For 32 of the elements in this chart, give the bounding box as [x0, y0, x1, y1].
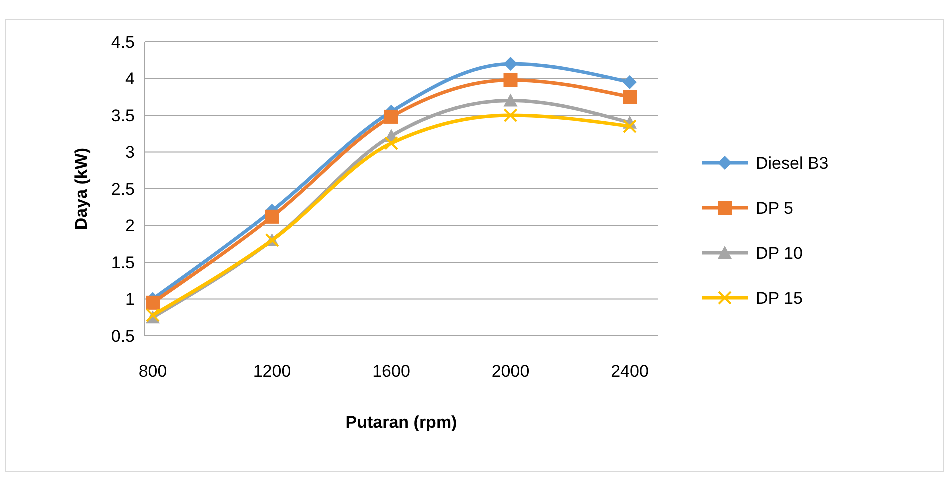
point	[504, 73, 518, 88]
point	[623, 120, 637, 134]
y-tick-label: 4.5	[111, 32, 135, 52]
point	[384, 136, 398, 150]
point	[265, 210, 280, 224]
x-tick-label: 2400	[611, 362, 649, 381]
point	[146, 308, 160, 322]
y-tick-label: 4	[126, 70, 135, 89]
point	[504, 57, 518, 72]
x-tick-label: 2000	[492, 362, 530, 381]
x-tick-label: 1200	[253, 362, 292, 381]
legend-label: DP 5	[756, 198, 794, 218]
y-tick-label: 0.5	[111, 326, 135, 346]
y-tick-label: 3	[126, 143, 135, 162]
x-axis-title: Putaran (rpm)	[346, 413, 458, 432]
legend-label: DP 10	[756, 244, 803, 263]
point	[504, 108, 518, 122]
point	[504, 94, 518, 107]
x-tick-label: 1600	[372, 362, 410, 381]
point	[146, 296, 160, 310]
point	[623, 90, 637, 104]
x-tick-label: 800	[138, 362, 168, 381]
y-tick-label: 3.5	[111, 106, 135, 126]
legend-label: Diesel B3	[756, 154, 829, 173]
y-tick-label: 1.5	[111, 253, 135, 272]
point	[384, 110, 398, 124]
y-tick-label: 2.5	[111, 180, 135, 199]
y-axis-title: Daya (kW)	[72, 148, 91, 230]
y-tick-label: 1	[126, 290, 135, 310]
point	[623, 75, 637, 90]
legend-label: DP 15	[756, 288, 803, 308]
y-tick-label: 2	[126, 216, 135, 236]
